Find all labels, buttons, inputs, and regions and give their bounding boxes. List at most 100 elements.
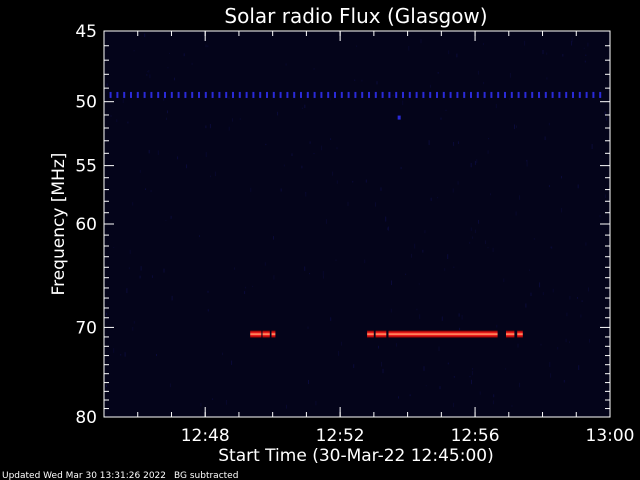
noise-speck [140,266,142,271]
noise-speck [571,40,573,46]
noise-speck [170,215,172,219]
interference-mark [578,91,581,98]
noise-speck [122,99,124,103]
noise-speck [552,288,554,293]
noise-speck [557,347,559,350]
noise-speck [234,267,235,270]
interference-mark [313,91,316,98]
noise-speck [128,267,130,270]
interference-mark [143,91,146,98]
interference-mark [551,91,554,98]
noise-speck [212,398,214,400]
interference-mark [164,91,166,98]
noise-speck [453,402,455,408]
interference-mark [130,91,132,98]
noise-speck [569,296,571,300]
emission-band [517,330,523,338]
noise-speck [420,39,422,44]
noise-speck [148,69,150,73]
noise-speck [418,283,420,285]
noise-speck [222,352,223,356]
noise-speck [589,339,591,343]
noise-speck [487,247,489,249]
noise-speck [416,308,418,311]
noise-speck [469,241,471,244]
noise-speck [453,142,455,146]
x-tick-label: 12:56 [451,426,500,446]
interference-mark [517,91,520,98]
noise-speck [424,230,426,234]
noise-speck [604,111,606,116]
interference-mark [476,91,479,98]
interference-mark [449,91,452,98]
noise-speck [430,197,432,201]
noise-speck [477,70,479,75]
noise-speck [325,219,327,224]
noise-speck [529,269,531,271]
x-tick-label: 12:48 [181,426,230,446]
noise-speck [439,386,441,390]
interference-mark [497,91,500,98]
noise-speck [478,219,480,224]
noise-speck [577,184,579,189]
interference-mark [402,91,404,98]
noise-speck [148,149,150,154]
noise-speck [145,188,146,190]
interference-mark [585,91,588,98]
noise-speck [578,365,580,370]
noise-speck [448,50,450,55]
interference-mark [286,91,289,98]
noise-speck [321,145,323,151]
interference-mark [334,91,336,98]
interference-mark [225,91,228,98]
noise-speck [307,326,309,329]
noise-speck [495,103,497,109]
noise-speck [200,403,202,407]
interference-mark [436,91,438,98]
noise-speck [483,81,485,85]
noise-speck [244,286,246,289]
noise-speck [461,314,463,320]
noise-speck [519,195,521,200]
interference-mark [572,91,574,98]
noise-speck [336,180,338,184]
interference-mark [592,91,595,98]
noise-speck [437,72,439,74]
noise-speck [587,42,589,47]
interference-mark [599,91,602,98]
interference-mark [170,91,173,98]
noise-speck [273,275,275,280]
interference-mark [327,91,330,98]
interference-mark [177,91,180,98]
noise-speck [277,111,279,116]
interference-mark [374,91,377,98]
noise-speck [487,150,489,154]
noise-speck [444,268,446,271]
interference-mark [259,91,262,98]
noise-speck [474,161,476,165]
interference-mark [266,91,268,98]
noise-speck [183,53,185,57]
noise-speck [479,391,481,395]
interference-dot [397,115,401,120]
noise-speck [338,409,340,413]
noise-speck [106,312,108,316]
interference-mark [470,91,472,98]
noise-speck [577,297,578,299]
noise-speck [423,366,425,371]
noise-speck [273,236,274,240]
noise-speck [149,74,151,79]
noise-speck [441,316,443,321]
noise-speck [591,144,593,149]
interference-mark [408,91,411,98]
updated-timestamp: Updated Wed Mar 30 13:31:26 2022 [2,471,166,480]
noise-speck [544,136,546,141]
noise-speck [540,343,542,346]
noise-speck [113,246,115,248]
noise-speck [571,37,573,43]
noise-speck [301,107,303,109]
noise-speck [524,40,526,46]
noise-speck [313,153,315,155]
noise-speck [546,52,548,55]
